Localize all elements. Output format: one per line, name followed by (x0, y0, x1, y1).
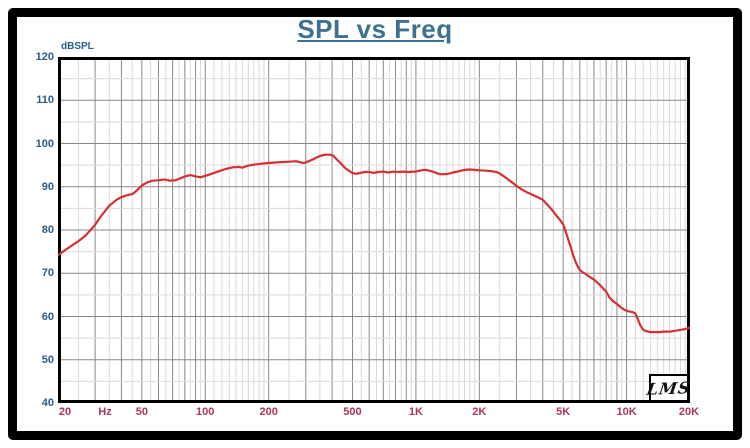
y-tick-label: 70 (41, 267, 54, 280)
y-tick-label: 80 (41, 224, 54, 236)
frequency-response-curve (58, 153, 690, 334)
y-tick-label: 40 (41, 397, 54, 409)
x-tick-label: 200 (259, 406, 278, 418)
window-frame (8, 8, 742, 440)
y-tick-label: 50 (41, 353, 54, 366)
x-tick-label: 2K (472, 406, 487, 418)
x-tick-label: 100 (196, 406, 215, 418)
y-tick-label: 120 (35, 51, 54, 63)
plot-area: LMS (58, 57, 693, 403)
y-tick-label: 90 (41, 180, 54, 193)
x-tick-label: 1K (408, 406, 423, 418)
plot-border (58, 57, 690, 403)
chart-title: SPL vs Freq (297, 14, 453, 44)
y-tick-label: 60 (41, 310, 54, 323)
y-tick-label: 110 (36, 94, 54, 107)
y-axis-unit-label: dBSPL (61, 41, 94, 52)
x-axis-unit-label: Hz (98, 406, 112, 418)
y-tick-label: 100 (35, 137, 54, 150)
x-tick-label: 5K (556, 406, 571, 418)
spl-vs-freq-plot (58, 57, 690, 403)
x-tick-label: 50 (135, 406, 148, 418)
x-tick-label: 20K (678, 406, 700, 418)
x-tick-label: 500 (343, 406, 362, 418)
x-tick-label: 20 (58, 406, 72, 418)
x-tick-label: 10K (616, 406, 637, 418)
lms-logo-badge: LMS (645, 374, 693, 402)
lms-logo-text: LMS (645, 377, 693, 399)
